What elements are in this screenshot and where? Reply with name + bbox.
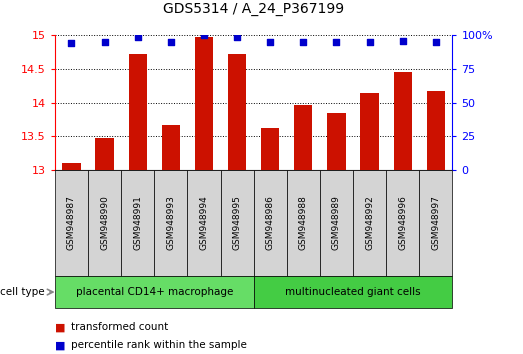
Text: transformed count: transformed count xyxy=(71,322,168,332)
Text: ■: ■ xyxy=(55,340,65,350)
Bar xyxy=(327,113,346,170)
Bar xyxy=(162,125,180,170)
Text: GSM948992: GSM948992 xyxy=(365,196,374,250)
Point xyxy=(399,38,407,44)
Text: GSM948994: GSM948994 xyxy=(199,196,209,250)
Text: placental CD14+ macrophage: placental CD14+ macrophage xyxy=(76,287,233,297)
Text: GSM948996: GSM948996 xyxy=(398,195,407,251)
Bar xyxy=(294,105,312,170)
Bar xyxy=(261,128,279,170)
Text: GDS5314 / A_24_P367199: GDS5314 / A_24_P367199 xyxy=(163,2,344,16)
Point xyxy=(332,39,340,45)
Point xyxy=(200,33,208,38)
Text: ■: ■ xyxy=(55,322,65,332)
Text: GSM948988: GSM948988 xyxy=(299,195,308,251)
Text: GSM948987: GSM948987 xyxy=(67,195,76,251)
Point xyxy=(299,39,308,45)
Text: GSM948997: GSM948997 xyxy=(431,195,440,251)
Text: GSM948990: GSM948990 xyxy=(100,195,109,251)
Text: GSM948993: GSM948993 xyxy=(166,195,175,251)
Bar xyxy=(427,91,445,170)
Point xyxy=(167,39,175,45)
Text: GSM948995: GSM948995 xyxy=(233,195,242,251)
Point xyxy=(266,39,275,45)
Point xyxy=(431,39,440,45)
Point xyxy=(233,34,241,40)
Point xyxy=(133,34,142,40)
Text: cell type: cell type xyxy=(0,287,44,297)
Text: GSM948986: GSM948986 xyxy=(266,195,275,251)
Point xyxy=(67,41,76,46)
Bar xyxy=(228,53,246,170)
Point xyxy=(366,39,374,45)
Bar xyxy=(129,54,147,170)
Bar xyxy=(96,138,113,170)
Text: GSM948989: GSM948989 xyxy=(332,195,341,251)
Bar xyxy=(195,38,213,170)
Bar xyxy=(62,163,81,170)
Bar xyxy=(360,92,379,170)
Point xyxy=(100,39,109,45)
Text: percentile rank within the sample: percentile rank within the sample xyxy=(71,340,246,350)
Text: GSM948991: GSM948991 xyxy=(133,195,142,251)
Text: multinucleated giant cells: multinucleated giant cells xyxy=(285,287,421,297)
Bar xyxy=(394,72,412,170)
